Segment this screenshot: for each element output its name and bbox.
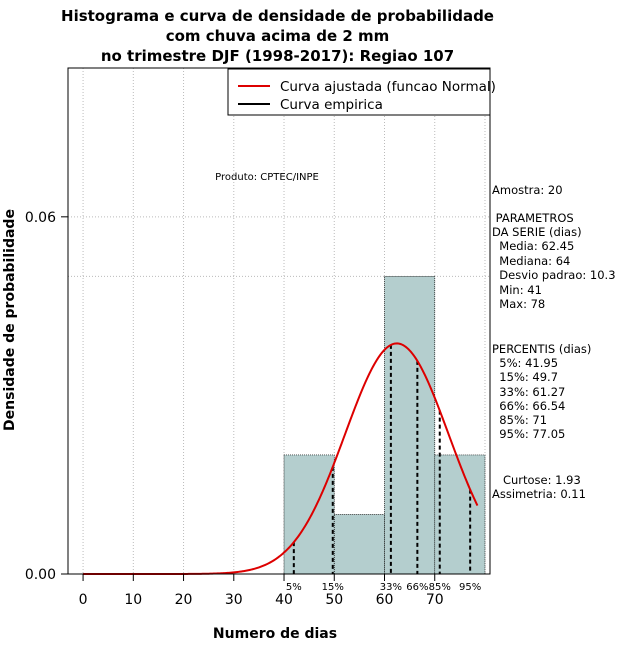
- histogram-bar: [434, 454, 486, 575]
- x-tick-label: 0: [79, 592, 88, 608]
- pct-95: 95%: 77.05: [492, 427, 566, 441]
- y-axis: 0.00 0.06: [25, 210, 69, 583]
- legend-label-empirical: Curva empirica: [280, 97, 383, 113]
- x-tick-label: 30: [225, 592, 243, 608]
- stat-mean: Media: 62.45: [492, 239, 575, 253]
- stat-stddev: Desvio padrao: 10.3: [492, 268, 616, 282]
- x-axis-title: Numero de dias: [213, 626, 337, 642]
- percentile-label: 33%: [380, 582, 402, 593]
- percentile-label: 5%: [286, 582, 302, 593]
- y-tick-label: 0.00: [25, 567, 56, 583]
- chart-title-line-3: no trimestre DJF (1998-2017): Regiao 107: [100, 47, 455, 65]
- percentile-label: 85%: [429, 582, 451, 593]
- x-tick-label: 20: [175, 592, 193, 608]
- pct-66: 66%: 66.54: [492, 399, 566, 413]
- x-tick-label: 10: [124, 592, 142, 608]
- stat-max: Max: 78: [492, 297, 546, 311]
- percentile-labels: 5% 15% 33% 66% 85% 95%: [286, 582, 481, 593]
- percentile-label: 15%: [322, 582, 344, 593]
- pct-85: 85%: 71: [492, 413, 548, 427]
- x-axis: 0 10 20 30 40 50 60 70: [79, 573, 444, 608]
- histogram-bar: [283, 454, 335, 575]
- stat-min: Min: 41: [492, 283, 542, 297]
- kurtosis: Curtose: 1.93: [492, 473, 581, 487]
- x-tick-label: 40: [275, 592, 293, 608]
- pct-33: 33%: 61.27: [492, 385, 566, 399]
- y-tick-label: 0.06: [25, 210, 56, 226]
- percentile-lines: [292, 344, 472, 574]
- chart-title-line-1: Histograma e curva de densidade de proba…: [61, 7, 494, 25]
- params-title-2: DA SERIE (dias): [492, 225, 582, 239]
- legend-box: [227, 68, 491, 116]
- sample-size: Amostra: 20: [492, 183, 563, 197]
- legend-label-fitted: Curva ajustada (funcao Normal): [280, 79, 496, 95]
- percentis-title: PERCENTIS (dias): [492, 342, 592, 356]
- percentile-label: 95%: [459, 582, 481, 593]
- histogram-bar: [333, 514, 385, 575]
- x-tick-label: 60: [376, 592, 394, 608]
- percentile-label: 66%: [406, 582, 428, 593]
- x-tick-label: 70: [426, 592, 444, 608]
- skewness: Assimetria: 0.11: [492, 487, 586, 501]
- histogram-bars: [283, 276, 486, 575]
- y-axis-title: Densidade de probabilidade: [2, 209, 18, 431]
- params-title-1: PARAMETROS: [492, 211, 574, 225]
- stat-median: Mediana: 64: [492, 254, 571, 268]
- chart-title-line-2: com chuva acima de 2 mm: [165, 27, 390, 45]
- product-annotation: Produto: CPTEC/INPE: [215, 172, 319, 183]
- pct-15: 15%: 49.7: [492, 370, 559, 384]
- histogram-bar: [384, 276, 436, 575]
- x-tick-label: 50: [325, 592, 343, 608]
- legend: Curva ajustada (funcao Normal) Curva emp…: [227, 68, 496, 116]
- pct-5: 5%: 41.95: [492, 356, 559, 370]
